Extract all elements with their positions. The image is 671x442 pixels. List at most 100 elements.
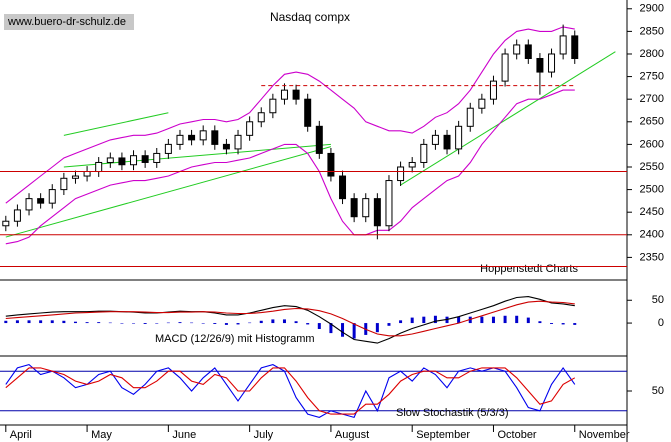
- y-tick-label: 2400: [640, 229, 664, 241]
- histogram-bar: [282, 319, 286, 324]
- trend-line: [63, 112, 169, 136]
- y-tick-label: 50: [652, 385, 664, 397]
- plot: 2350 2400 2450 2500 2550 2600 2650 2700 2750 2800…: [0, 3, 664, 441]
- candle-body: [443, 134, 451, 150]
- candle-body: [501, 53, 509, 82]
- histogram-bar: [352, 323, 356, 339]
- histogram-bar: [248, 322, 252, 324]
- candle-body: [211, 130, 219, 145]
- x-tick-label: May: [91, 429, 112, 441]
- source-box: [4, 14, 134, 30]
- line: [5, 363, 576, 419]
- candle-body: [257, 112, 265, 123]
- x-tick-label: June: [172, 429, 196, 441]
- candle-body: [106, 157, 114, 163]
- y-tick-label: 2850: [640, 25, 664, 37]
- histogram-bar: [178, 322, 182, 324]
- candle-body: [164, 143, 172, 154]
- y-tick-label: 50: [652, 294, 664, 306]
- candle-body: [199, 130, 207, 141]
- histogram-bar: [271, 319, 275, 324]
- line: [5, 367, 576, 415]
- histogram-bar: [50, 320, 54, 324]
- histogram-bar: [143, 323, 147, 324]
- candle-body: [397, 166, 405, 182]
- candle-body: [188, 134, 196, 141]
- candle-body: [350, 198, 358, 218]
- stoch-label: Slow Stochastik (5/3/3): [396, 407, 509, 419]
- candle-body: [176, 134, 184, 145]
- candle-body: [408, 161, 416, 168]
- histogram-bar: [561, 323, 565, 325]
- y-tick-label: 0: [658, 317, 664, 329]
- candle-body: [234, 134, 242, 150]
- histogram-bar: [294, 321, 298, 324]
- histogram-bar: [422, 316, 426, 324]
- histogram-bar: [155, 323, 159, 324]
- candle-body: [571, 35, 579, 60]
- candle-body: [548, 53, 556, 73]
- main-plot: [2, 24, 616, 245]
- line: [5, 300, 575, 337]
- y-tick-label: 2600: [640, 138, 664, 150]
- candle-body: [362, 198, 370, 218]
- line: [5, 89, 575, 245]
- candle-body: [280, 89, 288, 100]
- x-tick-label: July: [254, 429, 274, 441]
- x-tick-label: August: [335, 429, 369, 441]
- line: [5, 26, 575, 204]
- histogram-bar: [85, 322, 89, 324]
- histogram-bar: [166, 322, 170, 324]
- candle-body: [466, 107, 474, 127]
- y-tick-label: 2900: [640, 3, 664, 15]
- histogram-bar: [73, 321, 77, 324]
- candle-body: [513, 44, 521, 55]
- candle-body: [315, 125, 323, 154]
- histogram-bar: [526, 317, 530, 324]
- candle-body: [478, 98, 486, 109]
- histogram-bar: [399, 320, 403, 324]
- candle-body: [222, 143, 230, 150]
- histogram-bar: [410, 317, 414, 324]
- histogram-bar: [306, 323, 310, 325]
- y-tick-label: 2700: [640, 93, 664, 105]
- histogram-bar: [132, 323, 136, 324]
- candle-body: [83, 171, 91, 177]
- histogram-bar: [317, 323, 321, 329]
- histogram-bar: [108, 322, 112, 324]
- histogram-bar: [515, 315, 519, 324]
- histogram-bar: [97, 322, 101, 324]
- x-tick-label: November: [579, 429, 630, 441]
- histogram-bar: [341, 323, 345, 337]
- candle-body: [48, 189, 56, 204]
- candle-body: [269, 98, 277, 114]
- macd-label: MACD (12/26/9) mit Histogramm: [155, 333, 315, 345]
- histogram-bar: [15, 320, 19, 324]
- candle-body: [373, 198, 381, 227]
- trend-line: [400, 51, 616, 186]
- candle-body: [524, 44, 532, 60]
- candle-body: [431, 134, 439, 145]
- candle-body: [327, 152, 335, 177]
- candle-body: [246, 121, 254, 136]
- candle-body: [339, 175, 347, 200]
- candle-body: [292, 89, 300, 100]
- y-tick-label: 2450: [640, 206, 664, 218]
- histogram-bar: [457, 316, 461, 324]
- credit: Hoppenstedt Charts: [480, 263, 578, 275]
- trend-line: [63, 143, 331, 168]
- source: www.buero-dr-schulz.de: [7, 16, 126, 28]
- histogram-bar: [62, 320, 66, 324]
- histogram-bar: [4, 320, 8, 324]
- histogram-bar: [201, 323, 205, 324]
- histogram-bar: [538, 321, 542, 324]
- candle-body: [304, 98, 312, 127]
- candle-body: [489, 80, 497, 100]
- line: [5, 296, 575, 344]
- histogram-bar: [480, 316, 484, 324]
- y-tick-label: 2550: [640, 161, 664, 173]
- histogram-bar: [329, 323, 333, 334]
- candle-body: [37, 198, 45, 204]
- candle-body: [559, 35, 567, 55]
